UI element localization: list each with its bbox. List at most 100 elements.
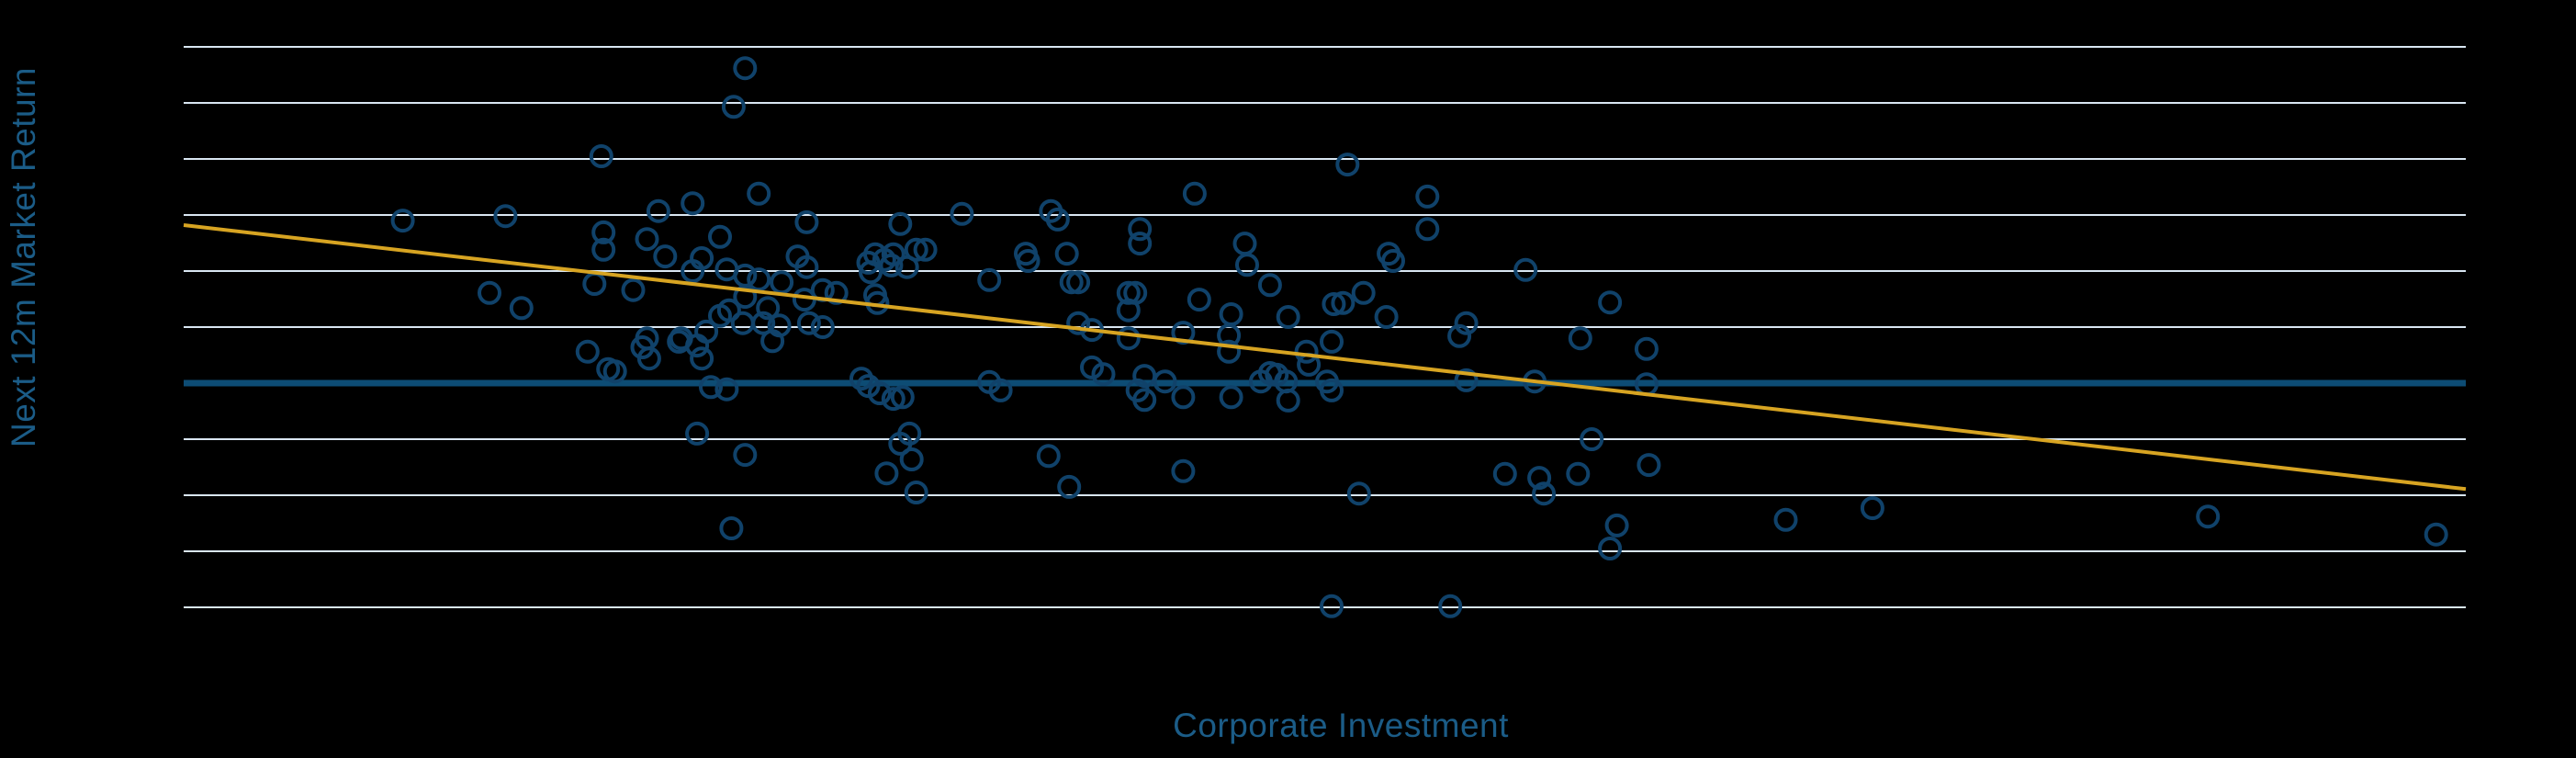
scatter-point bbox=[1320, 329, 1344, 354]
scatter-point bbox=[1276, 388, 1300, 413]
scatter-point bbox=[913, 237, 938, 262]
scatter-point bbox=[1171, 458, 1196, 483]
scatter-point bbox=[747, 181, 771, 206]
scatter-point bbox=[1045, 207, 1070, 232]
scatter-point bbox=[1415, 217, 1440, 242]
scatter-point bbox=[988, 378, 1013, 402]
scatter-point bbox=[708, 224, 732, 249]
scatter-point bbox=[1351, 280, 1376, 305]
scatter-point bbox=[733, 263, 758, 288]
scatter-point bbox=[681, 191, 705, 216]
scatter-point bbox=[1132, 388, 1157, 413]
scatter-point bbox=[685, 421, 710, 446]
scatter-point bbox=[719, 516, 744, 540]
scatter-point bbox=[1171, 321, 1196, 345]
scatter-point bbox=[591, 237, 616, 262]
gridlines bbox=[184, 46, 2466, 608]
scatter-point bbox=[2424, 522, 2448, 547]
scatter-point bbox=[1381, 249, 1405, 273]
scatter-point bbox=[810, 315, 835, 339]
scatter-point bbox=[888, 211, 913, 236]
scatter-point bbox=[478, 280, 501, 305]
scatter-point bbox=[1091, 362, 1116, 387]
scatter-point bbox=[1116, 298, 1141, 322]
scatter-point bbox=[760, 329, 785, 354]
scatter-point bbox=[1187, 288, 1211, 312]
scatter-point bbox=[1604, 513, 1629, 537]
scatter-point bbox=[1066, 311, 1091, 335]
scatter-point bbox=[977, 267, 1002, 292]
scatter-point bbox=[635, 227, 659, 252]
scatter-point bbox=[1128, 217, 1153, 242]
scatter-point bbox=[1153, 369, 1177, 394]
scatter-point bbox=[796, 311, 821, 335]
scatter-point bbox=[1219, 385, 1243, 410]
scatter-point bbox=[1773, 507, 1798, 532]
scatter-point bbox=[1454, 368, 1479, 392]
scatter-point bbox=[1322, 292, 1346, 316]
scatter-point bbox=[881, 242, 906, 266]
scatter-point bbox=[646, 198, 670, 223]
scatter-point bbox=[1257, 273, 1282, 298]
scatter-point bbox=[1335, 153, 1360, 177]
y-axis-label: Next 12m Market Return bbox=[5, 66, 42, 448]
scatter-point bbox=[1276, 305, 1300, 329]
scatter-point bbox=[1415, 184, 1440, 209]
scatter-point bbox=[493, 204, 518, 229]
scatter-point bbox=[589, 144, 613, 168]
scatter-point bbox=[733, 443, 758, 468]
scatter-point bbox=[1454, 311, 1479, 335]
scatter-point bbox=[747, 267, 771, 292]
scatter-point bbox=[602, 359, 627, 384]
scatter-point bbox=[591, 220, 616, 244]
scatter-point bbox=[1532, 481, 1557, 506]
scatter-point bbox=[1331, 290, 1355, 315]
scatter-point bbox=[1235, 253, 1259, 277]
scatter-point bbox=[509, 296, 534, 321]
scatter-point bbox=[733, 56, 758, 81]
scatter-point bbox=[1232, 232, 1257, 256]
scatter-point bbox=[1066, 270, 1091, 295]
scatter-point bbox=[1447, 323, 1472, 348]
scatter-point bbox=[1637, 453, 1661, 478]
scatter-point bbox=[1566, 461, 1591, 486]
scatter-point bbox=[1080, 355, 1104, 379]
scatter-point bbox=[1513, 257, 1538, 282]
scatter-point bbox=[1320, 378, 1344, 402]
scatter-point bbox=[824, 280, 849, 305]
scatter-point bbox=[1116, 326, 1141, 351]
scatter-point bbox=[1294, 339, 1319, 364]
scatter-point bbox=[690, 346, 714, 371]
scatter-point bbox=[685, 334, 710, 358]
scatter-point bbox=[890, 385, 915, 410]
scatter-point bbox=[582, 272, 607, 296]
scatter-point bbox=[904, 237, 928, 262]
scatter-point bbox=[1182, 181, 1207, 206]
scatter-point bbox=[714, 377, 739, 402]
scatter-point bbox=[1171, 385, 1196, 410]
scatter-point bbox=[1568, 326, 1592, 351]
scatter-point bbox=[1598, 290, 1623, 315]
scatter-point bbox=[756, 296, 781, 321]
scatter-points bbox=[390, 56, 2448, 618]
scatter-point bbox=[1580, 427, 1604, 451]
scatter-point bbox=[1634, 336, 1659, 361]
scatter-point bbox=[1598, 537, 1623, 560]
scatter-point bbox=[716, 298, 741, 322]
scatter-point bbox=[1057, 474, 1082, 499]
x-axis-label: Corporate Investment bbox=[1173, 707, 1509, 744]
scatter-point bbox=[794, 255, 819, 279]
scatter-point bbox=[1128, 232, 1153, 256]
scatter-point bbox=[1374, 305, 1399, 329]
scatter-point bbox=[1320, 594, 1344, 618]
scatter-point bbox=[770, 270, 794, 295]
scatter-point bbox=[733, 285, 758, 310]
scatter-point bbox=[950, 201, 974, 226]
scatter-point bbox=[1054, 242, 1079, 266]
scatter-point bbox=[1492, 461, 1517, 486]
scatter-point bbox=[575, 339, 600, 364]
scatter-point bbox=[1016, 249, 1041, 273]
scatter-point bbox=[653, 244, 678, 269]
